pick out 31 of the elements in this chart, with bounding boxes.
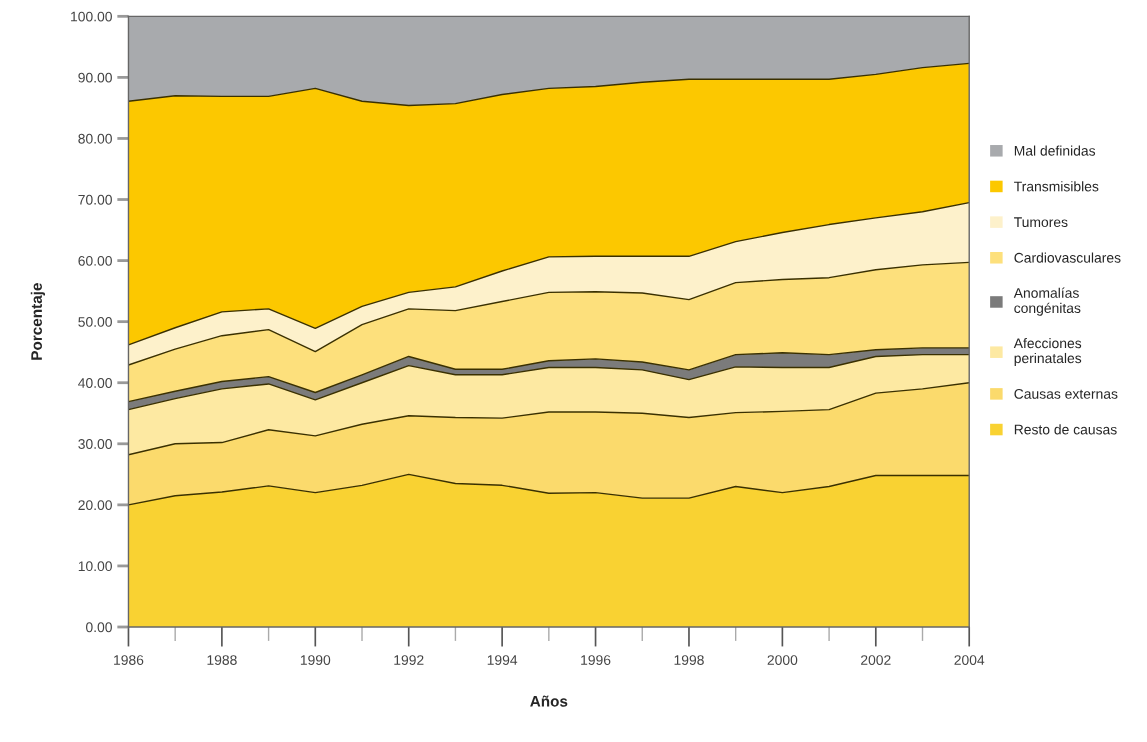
y-axis-title: Porcentaje xyxy=(30,283,46,360)
legend-label: Transmisibles xyxy=(1014,181,1099,192)
x-tick-label: 1996 xyxy=(581,655,611,665)
y-tick-label: 60.00 xyxy=(78,255,112,266)
legend-label: Mal definidas xyxy=(1014,145,1096,156)
x-tick-label: 2002 xyxy=(861,655,891,665)
legend-label: Causas externas xyxy=(1014,388,1118,399)
legend-label: Tumores xyxy=(1014,217,1068,228)
x-tick-label: 1992 xyxy=(394,655,424,665)
x-axis-title: Años xyxy=(530,695,568,707)
y-tick-label: 20.00 xyxy=(78,500,112,511)
legend-label: Anomalías congénitas xyxy=(1013,287,1081,316)
x-tick-label: 2004 xyxy=(954,655,985,665)
y-tick-label: 90.00 xyxy=(78,72,112,83)
legend-label: Afecciones perinatales xyxy=(1013,337,1082,366)
y-tick-label: 0.00 xyxy=(86,622,112,633)
y-tick-label: 70.00 xyxy=(78,194,112,205)
y-tick-label: 50.00 xyxy=(78,316,112,327)
legend-label: Cardiovasculares xyxy=(1014,252,1121,263)
y-tick-label: 80.00 xyxy=(78,133,112,144)
y-tick-label: 100.00 xyxy=(71,11,112,22)
x-tick-label: 1988 xyxy=(207,655,237,665)
x-tick-label: 1998 xyxy=(674,655,704,665)
x-tick-label: 1986 xyxy=(114,655,144,665)
x-tick-label: 1990 xyxy=(300,655,331,665)
y-tick-label: 10.00 xyxy=(78,561,112,572)
x-tick-label: 2000 xyxy=(767,655,798,665)
legend-label: Resto de causas xyxy=(1014,424,1117,435)
x-tick-label: 1994 xyxy=(487,655,518,665)
y-tick-label: 30.00 xyxy=(78,439,112,449)
y-tick-label: 40.00 xyxy=(78,378,112,388)
